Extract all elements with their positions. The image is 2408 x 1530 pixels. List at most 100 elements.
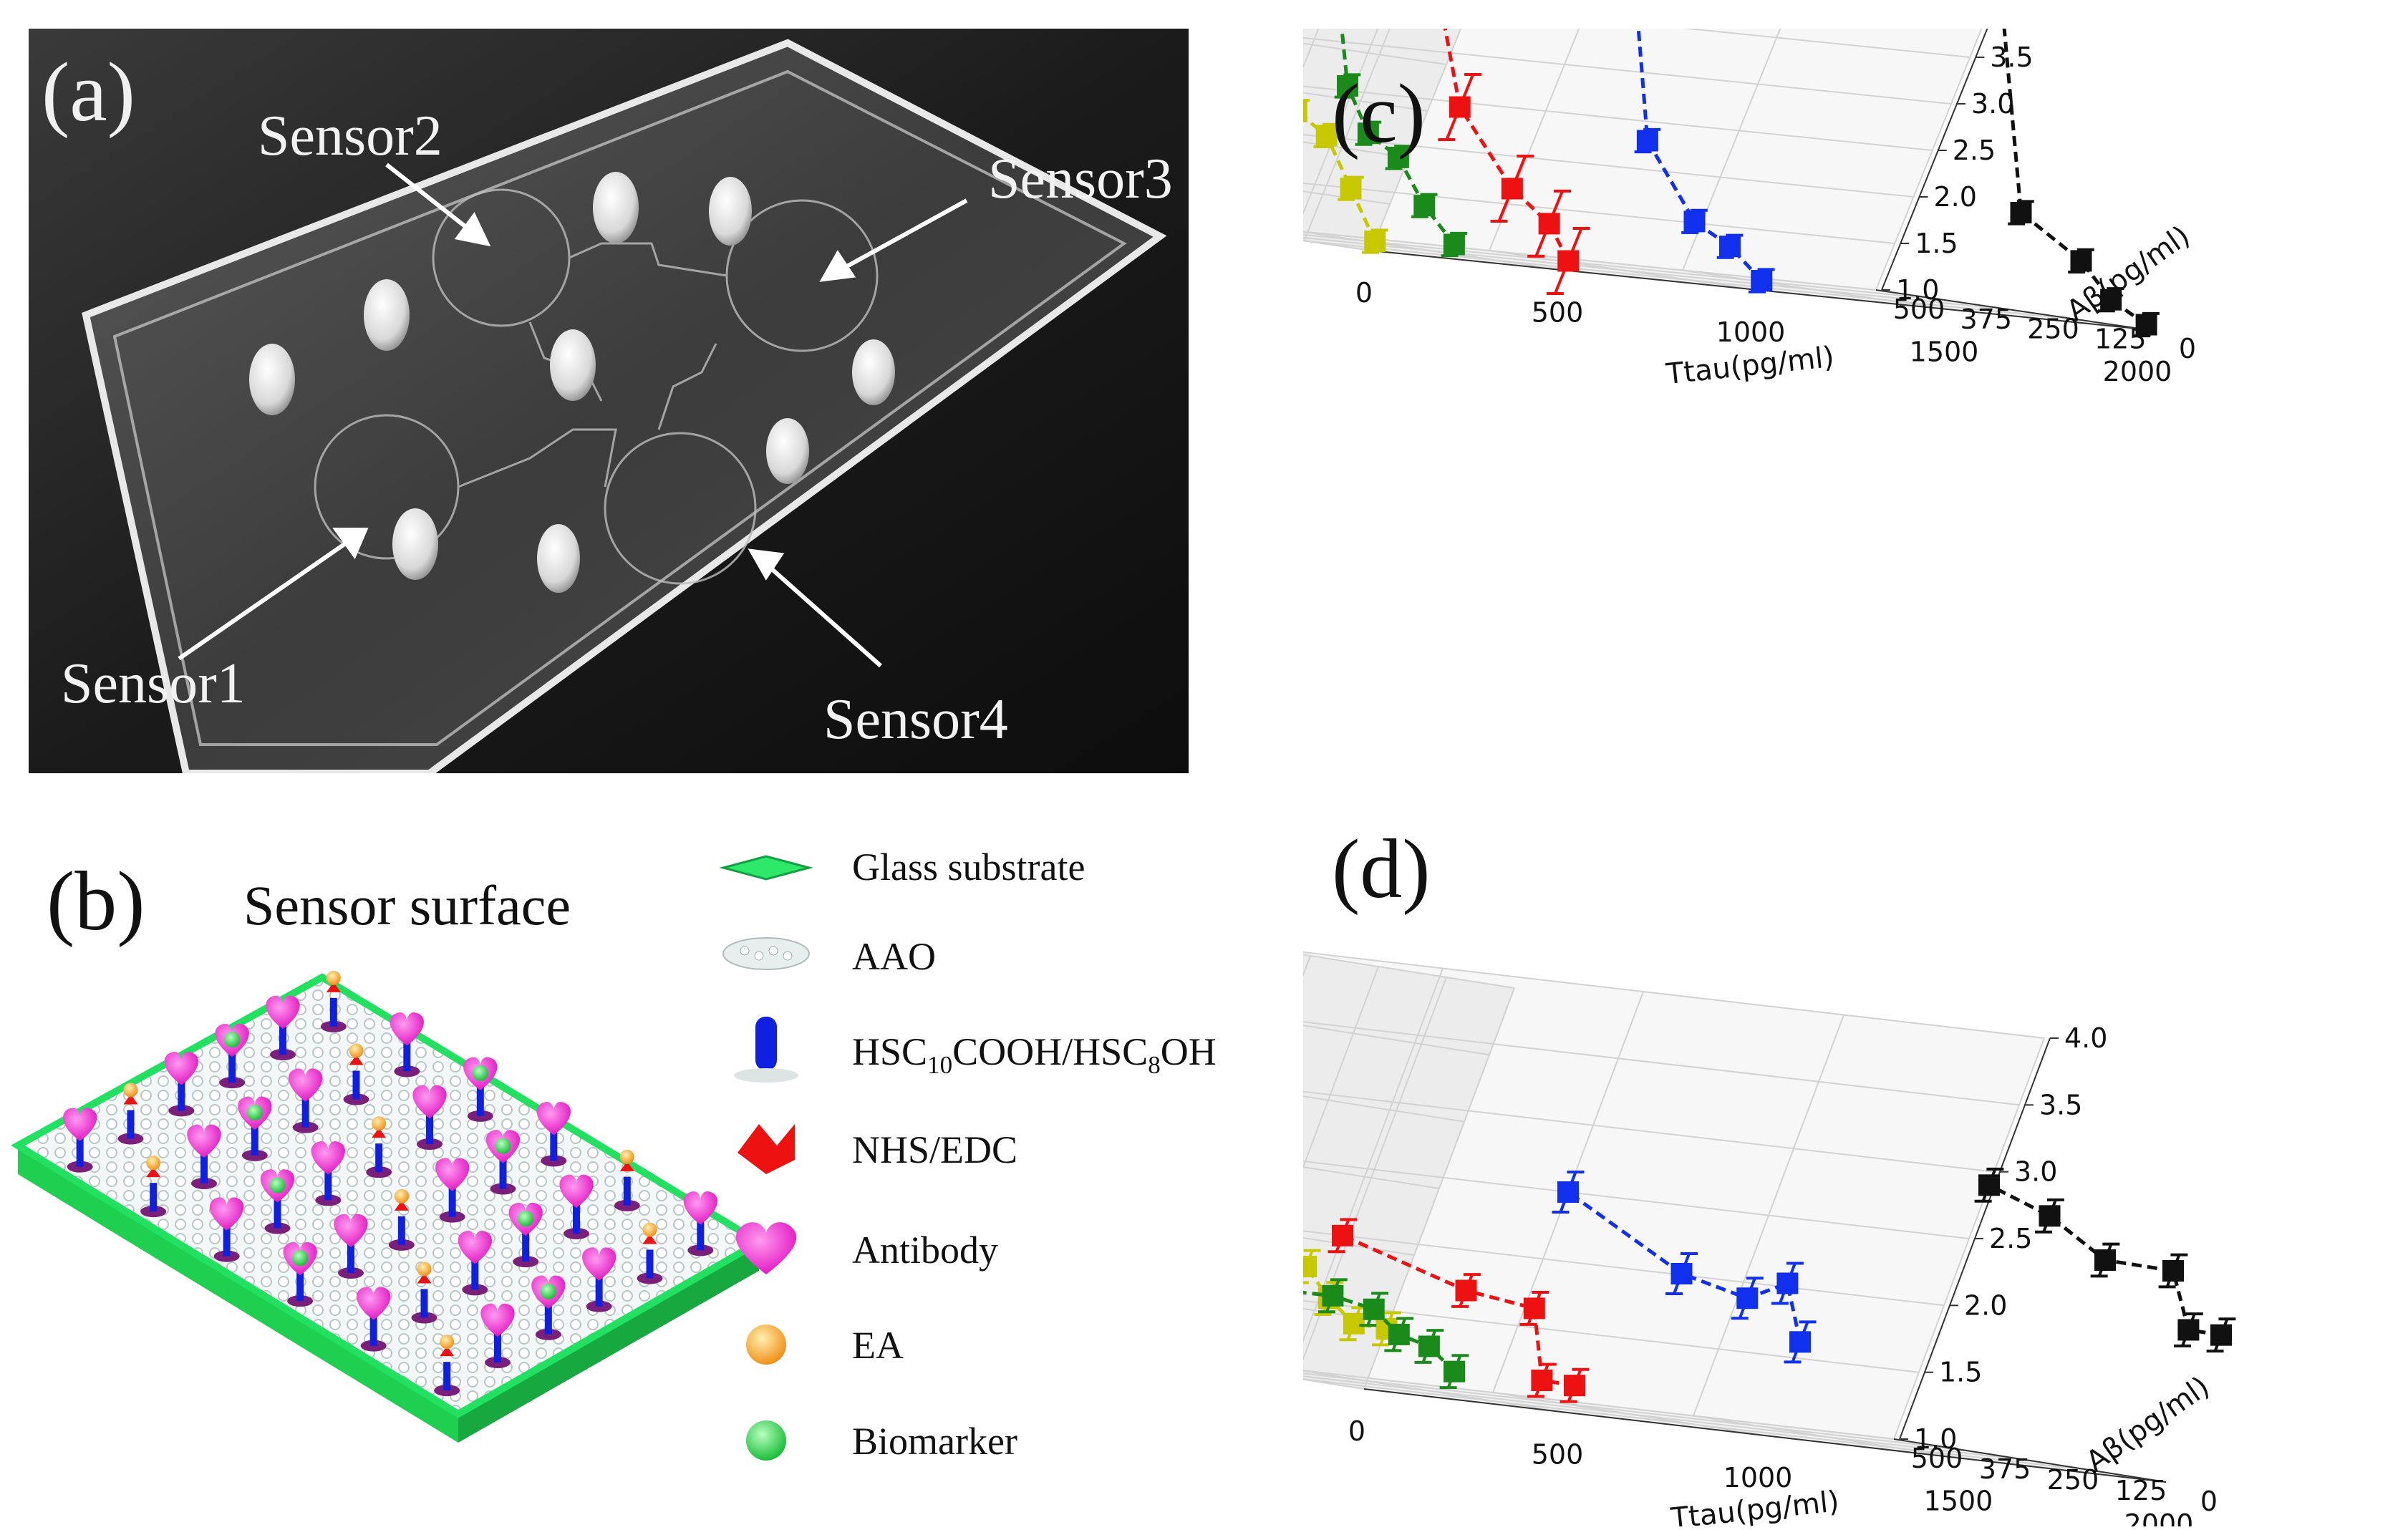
chip-photo [29,29,1189,773]
ea-mark [326,970,341,985]
series-line [1199,1279,1456,1373]
data-point [1449,96,1471,118]
series-line [1341,1234,1575,1388]
inlet-posts [249,172,895,593]
data-point [2177,1319,2200,1341]
data-point [2094,1249,2116,1271]
linker-stem [443,1362,451,1391]
linker-stem [296,1272,304,1302]
data-point [1670,1263,1693,1284]
data-point [1443,233,1465,256]
biomarker-mark [292,1250,309,1267]
antibody-mark [187,1124,221,1158]
chart-d-svg: 050010001500200001252503755001.01.52.02.… [1091,944,2236,1530]
biomarker-icon [746,1420,786,1461]
data-point [1538,213,1560,235]
data-point [1531,1369,1553,1391]
linker-stem [76,1138,84,1167]
sensor-surface-drawing [11,855,813,1461]
linker-stem [375,1143,383,1173]
z-tick-label: 3.0 [1971,88,2014,120]
data-point [1285,100,1307,122]
panel-b-letter: (b) [47,854,145,948]
ea-mark [417,1262,432,1277]
z-tick-label: 1.5 [1915,228,1958,259]
z-tick-label: 3.5 [1990,42,2033,73]
linker-stem [228,1054,236,1083]
y-axis-line [1893,1438,2167,1483]
y-tick-label: 250 [2027,314,2079,345]
data-point [2100,289,2122,311]
data-point [1322,1284,1344,1307]
data-point [1413,195,1436,217]
linker-stem [697,1221,705,1251]
linker-stem [573,1205,580,1234]
x-axis-label: Ttau(pg/ml) [1664,341,1836,391]
linker-stem [476,1087,484,1116]
anchor-base [434,1385,460,1397]
panel-c-chart: 0 500 1000 1500 2000 0 125 250 375 500 1.0 1.5 2.0 2.… [1101,0,2406,752]
data-point [1315,125,1338,147]
panel-b-schematic: (b) Sensor surface [0,788,1332,1526]
data-point [1523,1297,1545,1320]
x-tick-label: 500 [1532,1439,1584,1471]
nhs-edc-mark [372,1128,387,1138]
antibody-mark [334,1214,368,1247]
series-line [1634,0,1764,282]
anchor-base [360,1340,387,1352]
linker-stem [150,1183,158,1212]
anchor-base [320,1020,347,1032]
antibody-array [63,970,717,1397]
ea-mark [349,1043,364,1058]
nhs-edc-mark [146,1167,161,1178]
ea-mark [642,1222,657,1237]
anchor-base [168,1105,195,1117]
linker-stem [550,1132,558,1161]
z-tick-label: 3.0 [2014,1156,2057,1188]
z-tick-label: 2.5 [1989,1223,2032,1254]
biomarker-mark [269,1177,286,1194]
data-point [2135,314,2157,336]
nhs-edc-mark [642,1234,657,1244]
data-point [1418,1335,1440,1357]
data-point [1789,1331,1811,1353]
x-tick-label: 1000 [1716,316,1786,348]
antibody-mark [164,1052,198,1085]
antibody-mark [683,1191,717,1225]
y-tick-label: 125 [2115,1475,2167,1506]
x-axis-line [1363,1388,2167,1483]
anchor-base [439,1211,465,1223]
anchor-base [394,1065,420,1078]
data-point [1388,1323,1410,1345]
linker-stem [347,1244,354,1273]
data-point [1357,122,1379,145]
data-point [2039,1205,2061,1227]
series-line [1438,0,1570,262]
linker-stem [522,1233,530,1262]
linker-stem [324,1171,332,1201]
data-point [1340,178,1362,200]
linker-stem [420,1289,428,1318]
z-tick-label: 1.5 [1939,1357,1982,1388]
x-tick-label: 2000 [2124,1509,2194,1526]
y-axis-label: Aβ(pg/ml) [2080,1370,2215,1479]
ea-icon [746,1325,786,1365]
nhs-edc-mark [394,1200,409,1211]
antibody-mark [480,1303,515,1337]
linker-stem [426,1115,433,1144]
data-point [1332,1224,1353,1246]
anchor-base [586,1300,612,1312]
biomarker-mark [472,1065,488,1081]
x-tick-label: 0 [1348,1415,1365,1447]
antibody-mark [536,1102,571,1136]
nhs-edc-mark [619,1161,634,1171]
nhs-edc-mark [349,1055,364,1065]
linker-stem [499,1160,507,1189]
linker-stem [274,1199,281,1229]
y-tick-label: 0 [2200,1486,2218,1517]
data-point [1564,1375,1585,1397]
nhs-edc-mark [326,982,341,992]
linker-stem [352,1070,360,1100]
panel-d-letter: (d) [1332,822,1431,916]
linker-stem [251,1126,258,1156]
